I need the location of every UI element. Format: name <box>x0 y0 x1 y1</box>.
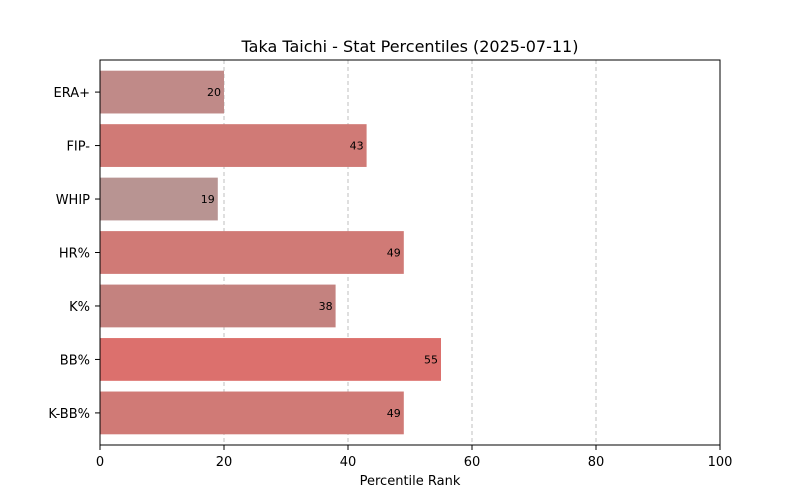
category-label: WHIP <box>56 193 90 208</box>
data-label: 43 <box>350 140 364 153</box>
data-label: 38 <box>319 300 333 313</box>
category-label: K% <box>69 300 90 315</box>
chart-title: Taka Taichi - Stat Percentiles (2025-07-… <box>241 37 579 56</box>
x-axis-label: Percentile Rank <box>360 474 461 489</box>
category-label: ERA+ <box>53 86 90 101</box>
bar-bb- <box>100 338 441 381</box>
x-tick-label: 40 <box>340 455 357 470</box>
bars: 20 43 19 49 38 55 49 <box>100 70 441 435</box>
category-label: BB% <box>60 353 90 368</box>
x-tick-label: 100 <box>708 455 733 470</box>
category-label: K-BB% <box>48 407 90 422</box>
bar-era- <box>100 70 224 114</box>
data-label: 20 <box>207 86 221 99</box>
x-tick-label: 80 <box>588 455 605 470</box>
data-label: 49 <box>387 247 401 260</box>
x-tick-label: 20 <box>216 455 233 470</box>
y-axis-ticks: ERA+ FIP- WHIP HR% K% BB% K-BB% <box>48 86 100 422</box>
bar-k-bb- <box>100 391 404 435</box>
bar-k- <box>100 284 336 328</box>
data-label: 49 <box>387 407 401 420</box>
data-label: 55 <box>424 353 438 366</box>
x-tick-label: 60 <box>464 455 481 470</box>
bar-hr- <box>100 231 404 274</box>
bar-fip- <box>100 124 367 167</box>
data-label: 19 <box>201 193 215 206</box>
category-label: FIP- <box>66 140 90 155</box>
x-axis-ticks: 0 20 40 60 80 100 <box>96 445 733 470</box>
bar-whip <box>100 177 218 221</box>
x-tick-label: 0 <box>96 455 104 470</box>
category-label: HR% <box>59 247 90 262</box>
